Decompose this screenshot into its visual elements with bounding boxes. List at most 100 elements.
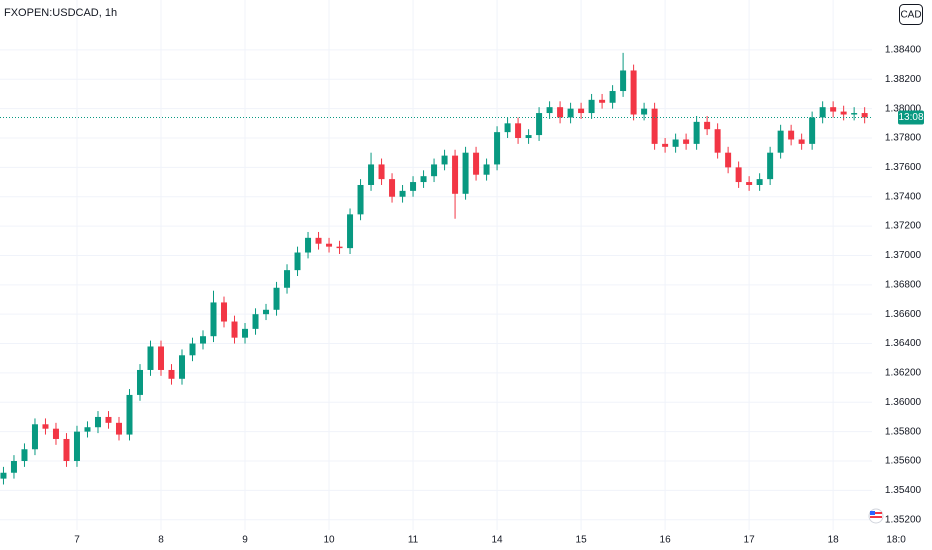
x-tick-label: 16 [660, 535, 672, 546]
candle-body [21, 449, 28, 461]
candle-body [294, 252, 301, 271]
candle-body [389, 179, 396, 197]
candle-body [10, 460, 17, 473]
candle-body [221, 302, 228, 322]
candle-body [263, 309, 270, 315]
candle-body [525, 135, 532, 139]
y-tick-label: 1.35800 [885, 426, 922, 437]
candle-body [473, 152, 480, 175]
candle-body [420, 176, 427, 183]
candle-body [483, 164, 490, 175]
x-tick-label: 10 [323, 535, 335, 546]
candle-body [609, 91, 616, 103]
candle-body [231, 321, 238, 338]
candle-body [431, 164, 438, 177]
candle-body [557, 107, 564, 118]
axis-edge [926, 530, 932, 550]
y-tick-label: 1.37800 [885, 133, 922, 144]
candle-body [157, 346, 164, 370]
countdown-label: 13:08 [898, 112, 923, 123]
candle-body [494, 132, 501, 165]
x-tick-label: 14 [492, 535, 504, 546]
candle-body [31, 424, 38, 450]
last-price-tag [898, 110, 924, 125]
candle-body [136, 369, 143, 395]
candle-body [630, 70, 637, 115]
candle-body [210, 302, 217, 337]
candle-body [94, 416, 101, 428]
candle-body [105, 416, 112, 423]
candle-body [504, 123, 511, 133]
candle-body [368, 164, 375, 185]
y-tick-label: 1.36800 [885, 279, 922, 290]
candle-body [840, 111, 847, 115]
flag-icon [868, 508, 884, 524]
candle-body [347, 214, 354, 249]
currency-button-label[interactable]: CAD [900, 10, 921, 21]
candle-body [735, 167, 742, 183]
candle-body [378, 164, 385, 180]
candle-body [242, 328, 249, 338]
candle-body [115, 422, 122, 435]
candle-body [567, 108, 574, 118]
candle-body [620, 70, 627, 92]
y-tick-label: 1.36000 [885, 397, 922, 408]
y-tick-label: 1.37600 [885, 162, 922, 173]
candle-body [200, 336, 207, 344]
candle-body [284, 270, 291, 288]
y-tick-label: 1.36400 [885, 338, 922, 349]
candle-body [693, 121, 700, 144]
x-tick-label: 18:0 [886, 535, 906, 546]
candle-body [515, 123, 522, 139]
chart-title: FXOPEN:USDCAD, 1h [4, 7, 117, 19]
candle-body [777, 130, 784, 153]
candle-body [326, 243, 333, 247]
candles [0, 52, 868, 485]
candle-body [63, 438, 70, 461]
candle-body [452, 155, 459, 194]
candle-body [546, 107, 553, 114]
candle-body [767, 152, 774, 180]
y-tick-label: 1.37000 [885, 250, 922, 261]
candle-body [672, 139, 679, 147]
y-tick-label: 1.38400 [885, 45, 922, 56]
candle-body [599, 99, 606, 103]
x-tick-label: 17 [744, 535, 756, 546]
candle-body [168, 369, 175, 379]
y-tick-label: 1.38200 [885, 74, 922, 85]
candle-body [357, 184, 364, 215]
candle-body [704, 121, 711, 130]
candle-body [641, 108, 648, 115]
candle-body [84, 427, 91, 432]
candle-body [746, 182, 753, 185]
candle-body [315, 237, 322, 244]
currency-button[interactable] [899, 4, 923, 25]
candle-body [651, 108, 658, 144]
y-tick-label: 1.37200 [885, 221, 922, 232]
y-tick-label: 1.36200 [885, 368, 922, 379]
y-tick-label: 1.36600 [885, 309, 922, 320]
x-tick-label: 8 [158, 535, 164, 546]
candle-body [819, 107, 826, 118]
candle-body [851, 113, 858, 115]
candle-body [305, 237, 312, 253]
y-tick-label: 1.38000 [885, 103, 922, 114]
candle-body [861, 113, 868, 118]
candle-body [578, 108, 585, 114]
candle-body [788, 130, 795, 140]
candle-body [410, 182, 417, 191]
y-tick-label: 1.37400 [885, 191, 922, 202]
candle-body [252, 314, 259, 329]
candle-body [725, 152, 732, 168]
candle-body [336, 246, 343, 249]
candle-body [189, 343, 196, 356]
candle-body [42, 424, 49, 429]
x-tick-label: 7 [74, 535, 80, 546]
candle-body [756, 179, 763, 185]
candle-body [809, 117, 816, 144]
candle-body [588, 99, 595, 114]
x-tick-label: 18 [828, 535, 840, 546]
y-tick-label: 1.35200 [885, 514, 922, 525]
